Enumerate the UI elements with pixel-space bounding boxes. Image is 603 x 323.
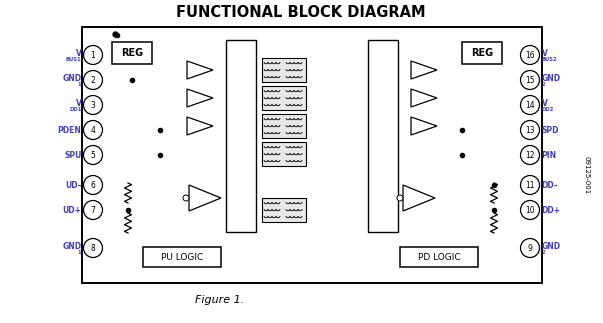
Bar: [262, 58, 306, 82]
Bar: [262, 142, 306, 166]
Text: 13: 13: [525, 126, 535, 134]
Bar: [226, 40, 256, 232]
Text: PIN: PIN: [541, 151, 557, 160]
Text: 16: 16: [525, 50, 535, 59]
Text: 1: 1: [78, 82, 81, 87]
Text: GND: GND: [62, 242, 81, 251]
Text: 1: 1: [90, 50, 95, 59]
Polygon shape: [187, 117, 213, 135]
Bar: [368, 40, 398, 232]
Text: UD+: UD+: [63, 205, 81, 214]
Text: 5: 5: [90, 151, 95, 160]
Circle shape: [520, 201, 540, 220]
Circle shape: [83, 96, 103, 114]
Polygon shape: [187, 61, 213, 79]
Text: V: V: [75, 99, 81, 108]
Circle shape: [83, 145, 103, 164]
Circle shape: [183, 195, 189, 201]
Text: 2: 2: [541, 250, 545, 255]
Text: 6: 6: [90, 181, 95, 190]
Text: REG: REG: [471, 48, 493, 58]
Circle shape: [83, 175, 103, 194]
Text: 8: 8: [90, 244, 95, 253]
Circle shape: [520, 175, 540, 194]
Text: GND: GND: [62, 74, 81, 83]
Text: 14: 14: [525, 100, 535, 109]
Text: PU LOGIC: PU LOGIC: [161, 253, 203, 262]
Circle shape: [83, 201, 103, 220]
Text: V: V: [541, 49, 548, 58]
Text: DD+: DD+: [541, 205, 561, 214]
Text: 09125-001: 09125-001: [584, 156, 590, 194]
Text: 3: 3: [90, 100, 95, 109]
Bar: [112, 42, 152, 64]
Text: Figure 1.: Figure 1.: [195, 295, 245, 305]
Text: DD1: DD1: [69, 107, 81, 112]
Text: SPD: SPD: [541, 126, 559, 134]
Circle shape: [83, 70, 103, 89]
Bar: [400, 247, 478, 267]
Text: FUNCTIONAL BLOCK DIAGRAM: FUNCTIONAL BLOCK DIAGRAM: [176, 5, 426, 19]
Bar: [262, 86, 306, 110]
Text: GND: GND: [541, 74, 561, 83]
Polygon shape: [411, 61, 437, 79]
Circle shape: [520, 70, 540, 89]
Polygon shape: [189, 185, 221, 211]
Circle shape: [83, 120, 103, 140]
Text: 15: 15: [525, 76, 535, 85]
Text: V: V: [75, 49, 81, 58]
Bar: [262, 114, 306, 138]
Text: DD2: DD2: [541, 107, 554, 112]
Polygon shape: [403, 185, 435, 211]
Text: UD–: UD–: [65, 181, 81, 190]
Bar: [262, 198, 306, 222]
Circle shape: [520, 46, 540, 65]
Circle shape: [520, 238, 540, 257]
Text: 10: 10: [525, 205, 535, 214]
Circle shape: [520, 145, 540, 164]
Text: 9: 9: [528, 244, 532, 253]
Polygon shape: [187, 89, 213, 107]
Bar: [462, 42, 502, 64]
Circle shape: [520, 120, 540, 140]
Text: GND: GND: [541, 242, 561, 251]
Text: DD–: DD–: [541, 181, 558, 190]
Text: 7: 7: [90, 205, 95, 214]
Text: 2: 2: [541, 82, 545, 87]
Circle shape: [397, 195, 403, 201]
Text: PDEN: PDEN: [58, 126, 81, 134]
Text: BUS1: BUS1: [66, 57, 81, 62]
Text: 4: 4: [90, 126, 95, 134]
Text: SPU: SPU: [64, 151, 81, 160]
Circle shape: [83, 238, 103, 257]
Text: 12: 12: [525, 151, 535, 160]
Text: REG: REG: [121, 48, 143, 58]
Bar: [82, 27, 542, 283]
Text: 2: 2: [90, 76, 95, 85]
Text: BUS2: BUS2: [541, 57, 557, 62]
Polygon shape: [411, 117, 437, 135]
Bar: [143, 247, 221, 267]
Text: PD LOGIC: PD LOGIC: [418, 253, 460, 262]
Circle shape: [520, 96, 540, 114]
Circle shape: [83, 46, 103, 65]
Text: 11: 11: [525, 181, 535, 190]
Text: 1: 1: [78, 250, 81, 255]
Polygon shape: [411, 89, 437, 107]
Text: V: V: [541, 99, 548, 108]
